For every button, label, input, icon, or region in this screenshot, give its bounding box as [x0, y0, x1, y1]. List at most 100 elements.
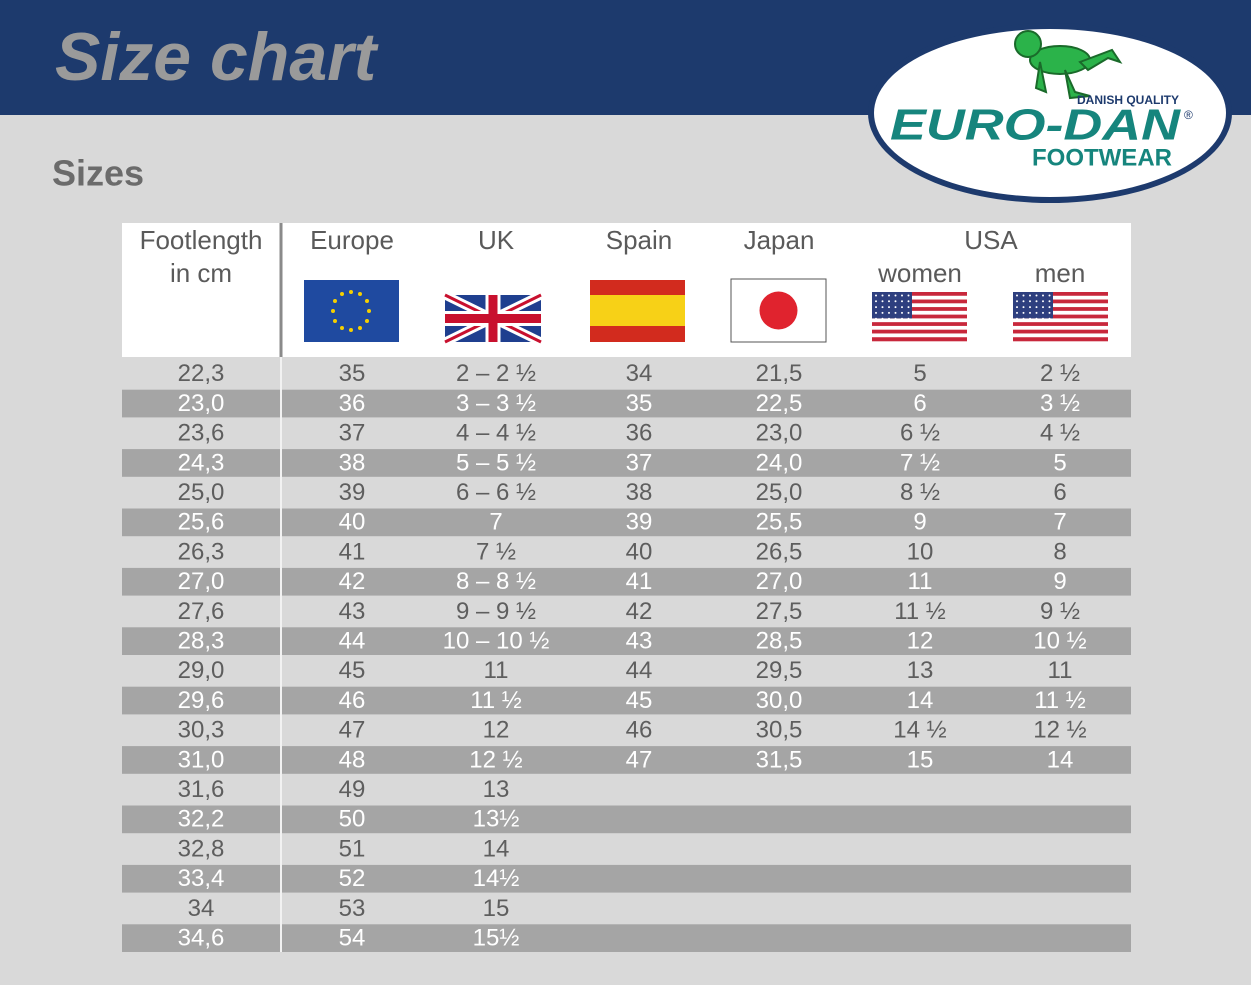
flag-stripe: [1013, 292, 1108, 297]
flag-stripe: [872, 337, 967, 342]
flag-star: [881, 311, 884, 314]
flag-star: [1048, 311, 1051, 314]
flag-star: [1029, 306, 1031, 309]
table-cell: 33,4: [178, 865, 225, 892]
table-cell: 22,5: [756, 390, 803, 417]
table-cell: 24,3: [178, 449, 225, 476]
flag-stripe: [872, 318, 967, 323]
table-cell: 10: [907, 538, 934, 565]
table-cell: 36: [626, 420, 653, 447]
flag-canton: [1013, 292, 1053, 319]
flag-star: [894, 311, 897, 314]
table-cell: 14: [483, 835, 510, 862]
table-cell: 7 ½: [476, 538, 516, 565]
table-cell: 9 – 9 ½: [456, 598, 536, 625]
row-band: [122, 746, 1131, 774]
flag-uk: [443, 290, 543, 347]
table-cell: 6: [1053, 479, 1066, 506]
table-cell: 14½: [473, 865, 520, 892]
flag-stripe: [1013, 310, 1108, 315]
table-cell: 14 ½: [893, 717, 946, 744]
table-cell: 10 ½: [1033, 627, 1086, 654]
table-cell: 39: [339, 479, 366, 506]
flag-eu: [304, 280, 399, 342]
flag-stripe: [1013, 314, 1108, 319]
table-cell: 23,0: [756, 420, 803, 447]
table-cell: 30,0: [756, 687, 803, 714]
table-cell: 27,6: [178, 598, 225, 625]
page-title: Size chart: [55, 19, 379, 95]
row-band: [122, 567, 1131, 596]
frog-icon: [1014, 30, 1123, 100]
table-cell: 14: [1047, 746, 1074, 773]
table-cell: 6: [913, 390, 926, 417]
table-cell: 26,3: [178, 538, 225, 565]
table-cell: 46: [339, 687, 366, 714]
flag-stripe: [872, 299, 967, 304]
table-cell: 9: [913, 509, 926, 536]
table-cell: 51: [339, 835, 366, 862]
flag-star: [881, 300, 884, 303]
table-cell: 29,6: [178, 687, 225, 714]
table-cell: 12 ½: [1033, 717, 1086, 744]
row-band: [122, 627, 1131, 655]
flag-star: [1022, 311, 1025, 314]
flag-star: [1042, 300, 1044, 303]
table-cell: 27,5: [756, 598, 803, 625]
flag-stripe: [872, 314, 967, 319]
flag-star: [1042, 317, 1044, 320]
flag-star: [894, 317, 897, 320]
table-cell: 4 ½: [1040, 420, 1080, 447]
table-cell: 37: [626, 449, 653, 476]
flag-stripe: [872, 292, 967, 297]
table-cell: 32,8: [178, 835, 225, 862]
table-cell: 50: [339, 806, 366, 833]
flag-star: [1016, 300, 1018, 303]
table-cell: 23,6: [178, 420, 225, 447]
flag-stripe: [872, 333, 967, 338]
header-spain: Spain: [606, 225, 673, 255]
header-europe: Europe: [310, 225, 394, 255]
flag-star: [1016, 317, 1018, 320]
table-cell: 13: [483, 776, 510, 803]
table-cell: 35: [339, 360, 366, 387]
flag-star: [888, 311, 890, 314]
table-cell: 35: [626, 390, 653, 417]
table-cell: 40: [626, 538, 653, 565]
table-cell: 38: [339, 449, 366, 476]
flag-star: [1022, 306, 1025, 309]
flag-star: [888, 306, 890, 309]
table-cell: 7: [1053, 509, 1066, 536]
table-cell: 45: [339, 657, 366, 684]
logo-tagline: DANISH QUALITY: [1077, 93, 1179, 107]
flag-star: [1022, 300, 1025, 303]
flag-star: [875, 317, 877, 320]
table-cell: 12: [483, 717, 510, 744]
table-cell: 34,6: [178, 924, 225, 951]
table-cell: 12 ½: [469, 746, 522, 773]
flag-star: [901, 311, 903, 314]
table-cell: 11 ½: [1034, 687, 1086, 714]
flag-star: [894, 306, 897, 309]
logo-subbrand: FOOTWEAR: [1032, 144, 1172, 171]
flag-usa: [872, 292, 967, 342]
flag-stripe: [872, 322, 967, 327]
table-cell: 42: [339, 568, 366, 595]
flag-star: [1016, 306, 1018, 309]
table-cell: 36: [339, 390, 366, 417]
table-cell: 27,0: [756, 568, 803, 595]
flag-star: [1042, 311, 1044, 314]
table-cell: 29,0: [178, 657, 225, 684]
table-cell: 7 ½: [900, 449, 940, 476]
table-cell: 44: [626, 657, 653, 684]
flag-usa: [1013, 292, 1108, 342]
table-cell: 41: [626, 568, 653, 595]
flag-star: [1022, 317, 1025, 320]
flag-star: [1022, 294, 1025, 297]
logo-registered: ®: [1184, 108, 1193, 122]
flag-stripe: [1013, 333, 1108, 338]
flag-star: [881, 294, 884, 297]
table-cell: 43: [626, 627, 653, 654]
flag-stripe: [872, 307, 967, 312]
